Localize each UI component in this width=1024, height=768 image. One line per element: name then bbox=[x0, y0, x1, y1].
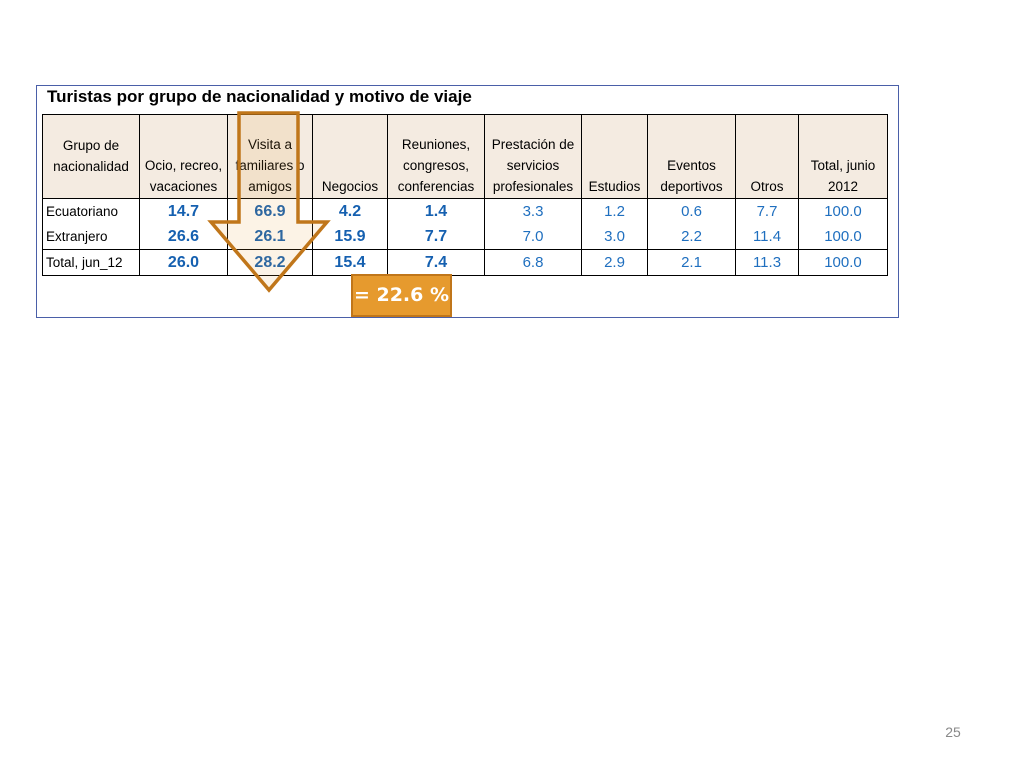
table-title: Turistas por grupo de nacionalidad y mot… bbox=[47, 87, 472, 106]
table-row: Ecuatoriano 14.7 66.9 4.2 1.4 3.3 1.2 0.… bbox=[42, 198, 888, 224]
header-cell: Ocio, recreo, vacaciones bbox=[139, 114, 228, 199]
table-cell: 3.0 bbox=[581, 224, 648, 250]
header-cell: Prestación de servicios profesionales bbox=[484, 114, 582, 199]
percentage-callout: = 22.6 % bbox=[351, 274, 452, 317]
row-label: Ecuatoriano bbox=[42, 198, 140, 224]
row-label: Total, jun_12 bbox=[42, 249, 140, 276]
table-cell: 26.6 bbox=[139, 224, 228, 250]
table-cell: 2.1 bbox=[647, 249, 736, 276]
header-cell: Otros bbox=[735, 114, 799, 199]
table-frame: Turistas por grupo de nacionalidad y mot… bbox=[36, 85, 899, 318]
table-cell: 7.0 bbox=[484, 224, 582, 250]
table-cell: 6.8 bbox=[484, 249, 582, 276]
table-cell: 26.0 bbox=[139, 249, 228, 276]
table-cell: 15.9 bbox=[312, 224, 388, 250]
table-cell: 4.2 bbox=[312, 198, 388, 224]
table-cell: 28.2 bbox=[227, 249, 313, 276]
page-number: 25 bbox=[945, 724, 961, 740]
table-cell: 1.2 bbox=[581, 198, 648, 224]
table-cell: 26.1 bbox=[227, 224, 313, 250]
header-cell: Visita a familiares o amigos bbox=[227, 114, 313, 199]
header-row: Grupo de nacionalidad Ocio, recreo, vaca… bbox=[42, 114, 888, 199]
table-row: Extranjero 26.6 26.1 15.9 7.7 7.0 3.0 2.… bbox=[42, 224, 888, 250]
table-cell: 2.9 bbox=[581, 249, 648, 276]
table-cell: 7.7 bbox=[387, 224, 485, 250]
table-cell: 100.0 bbox=[798, 224, 888, 250]
table-cell: 11.4 bbox=[735, 224, 799, 250]
table-cell: 66.9 bbox=[227, 198, 313, 224]
table-cell: 3.3 bbox=[484, 198, 582, 224]
table-cell: 15.4 bbox=[312, 249, 388, 276]
table-cell: 14.7 bbox=[139, 198, 228, 224]
header-cell: Negocios bbox=[312, 114, 388, 199]
table-cell: 100.0 bbox=[798, 249, 888, 276]
table-cell: 7.7 bbox=[735, 198, 799, 224]
header-cell: Grupo de nacionalidad bbox=[42, 114, 140, 199]
row-label: Extranjero bbox=[42, 224, 140, 250]
table-cell: 11.3 bbox=[735, 249, 799, 276]
header-cell: Eventos deportivos bbox=[647, 114, 736, 199]
header-cell: Estudios bbox=[581, 114, 648, 199]
header-cell: Reuniones, congresos, conferencias bbox=[387, 114, 485, 199]
table-row-total: Total, jun_12 26.0 28.2 15.4 7.4 6.8 2.9… bbox=[42, 249, 888, 276]
tourists-table: Grupo de nacionalidad Ocio, recreo, vaca… bbox=[42, 114, 888, 276]
table-cell: 7.4 bbox=[387, 249, 485, 276]
table-cell: 1.4 bbox=[387, 198, 485, 224]
table-cell: 0.6 bbox=[647, 198, 736, 224]
table-cell: 100.0 bbox=[798, 198, 888, 224]
header-cell: Total, junio 2012 bbox=[798, 114, 888, 199]
table-cell: 2.2 bbox=[647, 224, 736, 250]
